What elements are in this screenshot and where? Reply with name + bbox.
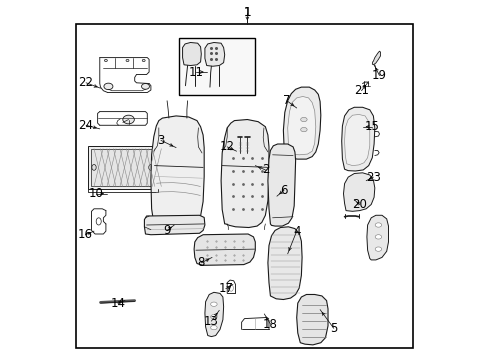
- Text: 18: 18: [263, 318, 277, 330]
- Text: 24: 24: [79, 119, 93, 132]
- Ellipse shape: [141, 84, 149, 89]
- Polygon shape: [144, 215, 204, 235]
- Polygon shape: [267, 227, 302, 300]
- Bar: [179, 38, 254, 95]
- Polygon shape: [366, 215, 387, 260]
- Ellipse shape: [374, 235, 381, 239]
- Polygon shape: [287, 96, 315, 155]
- Ellipse shape: [142, 59, 145, 62]
- Text: 1: 1: [243, 6, 251, 19]
- Ellipse shape: [374, 247, 381, 251]
- Ellipse shape: [104, 59, 107, 62]
- Text: 4: 4: [292, 225, 300, 238]
- Text: 1: 1: [243, 6, 251, 19]
- Polygon shape: [194, 234, 255, 265]
- Ellipse shape: [148, 165, 153, 170]
- Polygon shape: [221, 120, 268, 228]
- Text: 14: 14: [110, 297, 125, 310]
- Polygon shape: [267, 144, 295, 226]
- Text: 20: 20: [351, 198, 366, 211]
- Polygon shape: [204, 42, 224, 66]
- Text: 22: 22: [79, 76, 93, 89]
- Text: 10: 10: [88, 187, 103, 200]
- Polygon shape: [151, 116, 204, 228]
- Text: 12: 12: [219, 140, 234, 153]
- Polygon shape: [343, 173, 374, 211]
- Ellipse shape: [300, 127, 306, 132]
- Text: 6: 6: [280, 184, 287, 197]
- Polygon shape: [371, 51, 380, 65]
- Text: 9: 9: [163, 224, 170, 237]
- Ellipse shape: [92, 165, 96, 170]
- Polygon shape: [344, 114, 369, 166]
- Text: 13: 13: [203, 315, 218, 328]
- Text: 5: 5: [329, 322, 337, 335]
- Text: 2: 2: [261, 163, 268, 176]
- Ellipse shape: [374, 223, 381, 227]
- Ellipse shape: [210, 325, 217, 330]
- Text: 15: 15: [364, 120, 379, 133]
- Text: 8: 8: [197, 256, 204, 269]
- Bar: [91, 149, 154, 186]
- Text: 3: 3: [157, 134, 164, 147]
- Bar: [88, 146, 158, 189]
- Ellipse shape: [228, 285, 233, 291]
- Ellipse shape: [96, 218, 101, 225]
- Ellipse shape: [210, 302, 217, 306]
- Text: 23: 23: [365, 171, 380, 184]
- Text: 11: 11: [188, 66, 203, 78]
- Text: 16: 16: [78, 228, 93, 241]
- Ellipse shape: [104, 83, 113, 90]
- Text: 17: 17: [218, 282, 233, 295]
- Ellipse shape: [122, 115, 134, 124]
- Polygon shape: [341, 107, 374, 171]
- Polygon shape: [182, 42, 201, 66]
- Ellipse shape: [126, 59, 129, 62]
- Ellipse shape: [300, 117, 306, 122]
- Text: 19: 19: [371, 69, 386, 82]
- Polygon shape: [204, 292, 223, 337]
- Polygon shape: [283, 87, 320, 159]
- Ellipse shape: [210, 315, 217, 319]
- Polygon shape: [296, 294, 327, 345]
- Text: 7: 7: [283, 94, 290, 107]
- Text: 21: 21: [353, 84, 368, 97]
